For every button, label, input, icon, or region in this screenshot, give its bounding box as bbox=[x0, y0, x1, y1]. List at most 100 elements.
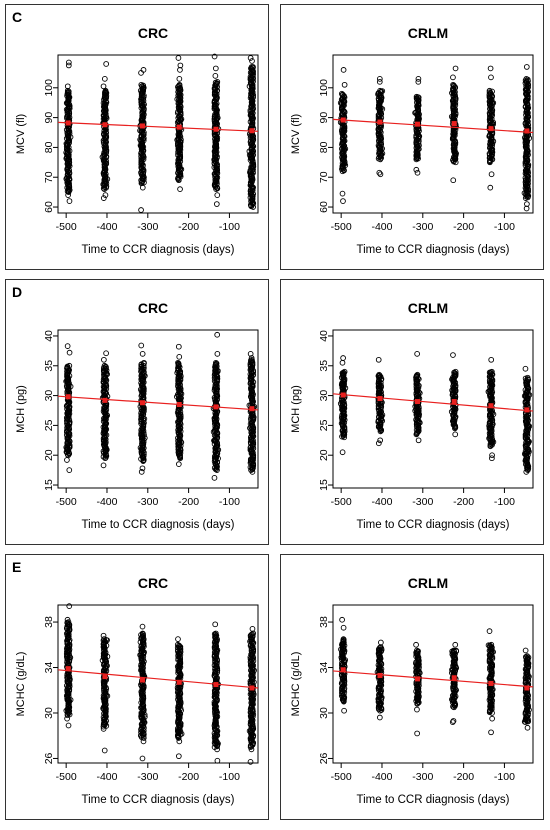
y-tick-label: 34 bbox=[43, 662, 55, 674]
data-point bbox=[104, 412, 111, 419]
data-point bbox=[524, 168, 531, 174]
outlier-point bbox=[413, 641, 419, 648]
chart-title: CRLM bbox=[408, 25, 448, 41]
data-point bbox=[211, 164, 218, 171]
y-tick-label: 100 bbox=[318, 79, 330, 97]
data-point bbox=[175, 359, 181, 366]
data-point bbox=[246, 83, 253, 90]
mean-marker bbox=[451, 399, 457, 405]
outlier-point bbox=[64, 616, 71, 623]
data-point bbox=[450, 135, 456, 141]
outlier-point bbox=[250, 64, 256, 70]
outlier-point bbox=[339, 359, 346, 366]
outlier-point bbox=[64, 83, 71, 90]
outlier-point bbox=[214, 757, 221, 764]
outlier-point bbox=[66, 467, 73, 473]
data-point bbox=[139, 631, 146, 638]
outlier-point bbox=[64, 715, 70, 722]
y-tick-label: 20 bbox=[318, 449, 330, 461]
data-point bbox=[414, 421, 420, 428]
outlier-point bbox=[138, 469, 145, 475]
mean-marker bbox=[488, 126, 494, 132]
outlier-point bbox=[449, 719, 456, 725]
data-point bbox=[522, 134, 528, 141]
y-tick-label: 26 bbox=[43, 752, 55, 764]
x-tick-label: -300 bbox=[137, 221, 158, 233]
mean-marker bbox=[213, 126, 219, 132]
data-point bbox=[523, 75, 530, 82]
x-tick-label: -100 bbox=[494, 771, 515, 783]
outlier-point bbox=[487, 184, 494, 191]
data-point bbox=[211, 739, 218, 746]
outlier-point bbox=[66, 603, 73, 609]
data-point bbox=[248, 696, 255, 702]
outlier-point bbox=[489, 715, 495, 722]
mean-marker bbox=[102, 674, 108, 680]
outlier-point bbox=[100, 462, 107, 469]
data-point bbox=[178, 136, 184, 143]
data-point bbox=[490, 100, 497, 106]
data-point bbox=[414, 150, 421, 157]
data-point bbox=[141, 649, 147, 656]
data-point bbox=[246, 152, 253, 158]
data-point bbox=[486, 152, 493, 158]
chart-title: CRLM bbox=[408, 300, 448, 316]
mean-marker bbox=[102, 122, 108, 128]
data-point bbox=[139, 684, 145, 691]
data-point bbox=[66, 683, 73, 690]
data-points bbox=[338, 616, 532, 737]
data-point bbox=[177, 368, 183, 375]
outlier-point bbox=[100, 726, 107, 732]
data-point bbox=[246, 148, 253, 155]
data-point bbox=[214, 732, 221, 739]
data-point bbox=[415, 134, 422, 140]
data-point bbox=[451, 702, 458, 709]
x-tick-label: -300 bbox=[412, 221, 433, 233]
data-point bbox=[488, 653, 494, 659]
data-point bbox=[249, 631, 255, 637]
data-point bbox=[523, 91, 529, 97]
data-point bbox=[340, 129, 346, 136]
data-point bbox=[250, 457, 256, 463]
plot-frame bbox=[332, 329, 534, 489]
data-points bbox=[337, 64, 533, 212]
outlier-point bbox=[212, 65, 219, 72]
data-point bbox=[141, 432, 147, 438]
y-tick-label: 30 bbox=[318, 390, 330, 402]
data-points bbox=[63, 331, 258, 481]
mean-marker bbox=[176, 402, 182, 408]
outlier-point bbox=[138, 342, 145, 349]
x-tick-label: -200 bbox=[453, 496, 474, 508]
data-point bbox=[211, 89, 218, 96]
chart-svg: CRC-500 -400 -300 -200 -100152025303540Time … bbox=[15, 300, 259, 531]
y-tick-label: 80 bbox=[318, 141, 330, 153]
data-point bbox=[416, 411, 422, 418]
data-point bbox=[67, 383, 74, 390]
data-point bbox=[251, 679, 257, 685]
data-point bbox=[141, 719, 148, 726]
x-tick-label: -500 bbox=[56, 221, 77, 233]
data-point bbox=[416, 111, 422, 118]
data-point bbox=[341, 405, 348, 412]
x-tick-label: -500 bbox=[56, 496, 77, 508]
data-point bbox=[489, 88, 495, 95]
data-point bbox=[342, 385, 349, 391]
data-point bbox=[413, 126, 420, 132]
data-point bbox=[248, 448, 255, 455]
data-point bbox=[178, 391, 185, 397]
data-point bbox=[339, 370, 346, 376]
mean-marker bbox=[213, 682, 219, 688]
mean-marker bbox=[377, 119, 383, 125]
data-point bbox=[214, 78, 221, 85]
data-point bbox=[450, 81, 456, 88]
outlier-point bbox=[139, 184, 146, 191]
y-tick-label: 30 bbox=[43, 390, 55, 402]
data-point bbox=[67, 134, 74, 140]
data-point bbox=[176, 81, 183, 88]
data-point bbox=[378, 694, 385, 701]
outlier-point bbox=[489, 452, 495, 459]
data-point bbox=[490, 439, 497, 445]
outlier-point bbox=[376, 169, 383, 176]
data-point bbox=[64, 99, 71, 106]
